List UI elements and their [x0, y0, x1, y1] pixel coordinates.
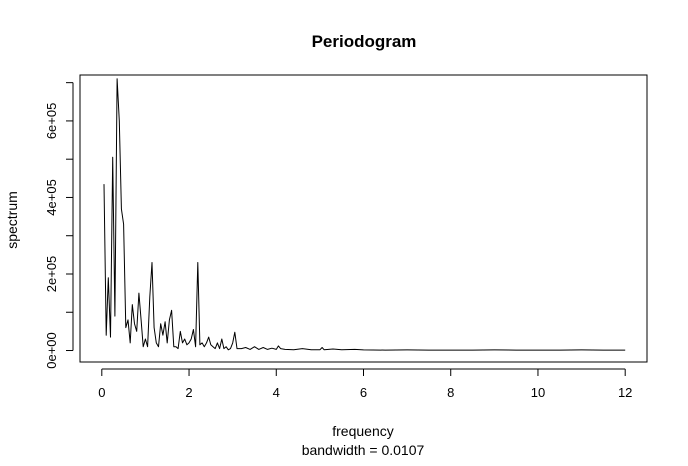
- chart-title: Periodogram: [312, 32, 417, 51]
- y-tick-label: 4e+05: [44, 179, 59, 216]
- x-axis-sublabel: bandwidth = 0.0107: [302, 442, 425, 458]
- x-tick-label: 12: [618, 385, 632, 400]
- x-tick-label: 6: [360, 385, 367, 400]
- x-axis: 0 2 4 6 8 10 12: [98, 369, 632, 400]
- y-axis-label: spectrum: [4, 191, 20, 249]
- plot-frame: [80, 75, 647, 362]
- y-tick-label: 6e+05: [44, 103, 59, 140]
- y-tick-label: 2e+05: [44, 256, 59, 293]
- x-axis-label: frequency: [332, 423, 393, 439]
- y-tick-label: 0e+00: [44, 332, 59, 369]
- x-tick-label: 8: [447, 385, 454, 400]
- series-layer: [104, 79, 625, 350]
- spectrum-line: [104, 79, 625, 350]
- x-tick-label: 4: [273, 385, 280, 400]
- x-tick-label: 2: [185, 385, 192, 400]
- y-axis: 0e+00 2e+05 4e+05 6e+05: [44, 83, 73, 369]
- x-tick-label: 0: [98, 385, 105, 400]
- x-tick-label: 10: [531, 385, 545, 400]
